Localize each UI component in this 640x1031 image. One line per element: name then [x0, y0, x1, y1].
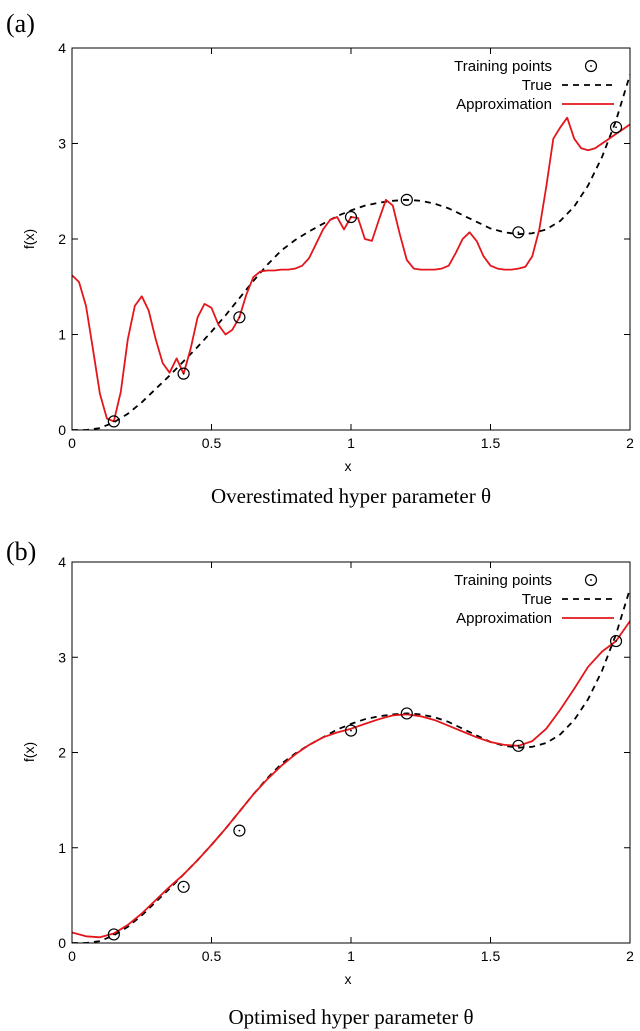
chart-panel-b: (b) 0 0.5 1 1.5 2 0 1 2 3 4 x f(x) Training points Tru… [6, 537, 634, 1029]
panel-label: (a) [6, 9, 35, 38]
training-point-dot [405, 198, 408, 201]
legend-label: True [522, 77, 552, 94]
training-point-marker [233, 311, 246, 324]
panel-caption: Overestimated hyper parameter θ [211, 484, 491, 508]
training-point-marker [512, 226, 525, 239]
legend-marker-training-dot [590, 65, 592, 67]
training-point-dot [350, 216, 352, 218]
y-tick-label: 1 [58, 327, 66, 343]
training-point-marker [344, 210, 358, 224]
y-tick-label: 0 [58, 935, 66, 951]
x-tick-label: 0 [68, 948, 76, 964]
training-point-marker [233, 824, 246, 837]
y-tick-label: 3 [58, 649, 66, 665]
training-point-marker [400, 707, 413, 720]
training-point-marker [344, 724, 358, 737]
training-point-dot [615, 126, 617, 129]
training-point-dot [405, 712, 408, 715]
x-tick-label: 1 [347, 948, 355, 964]
training-point-marker [177, 880, 190, 893]
x-tick-label: 0.5 [202, 948, 222, 964]
training-point-dot [182, 885, 185, 888]
training-point-marker [609, 121, 623, 134]
chart-panel-a: (a) 0 0.5 1 1.5 2 0 1 2 3 4 x f(x) Training points Tru… [6, 9, 634, 508]
approximation-line [72, 620, 630, 939]
legend-marker-training [584, 573, 598, 587]
y-tick-label: 3 [58, 136, 66, 152]
y-axis-label: f(x) [21, 742, 37, 762]
training-point-marker [177, 367, 190, 380]
y-tick-label: 0 [58, 422, 66, 438]
y-tick-label: 4 [58, 554, 66, 570]
x-axis-label: x [345, 971, 352, 987]
legend-label: True [522, 591, 552, 608]
training-point-dot [238, 316, 241, 319]
y-tick-label: 1 [58, 840, 66, 856]
training-point-dot [112, 420, 115, 423]
training-point-marker [400, 193, 413, 206]
true-function-line [72, 74, 630, 430]
y-tick-label: 2 [58, 231, 66, 247]
x-tick-label: 1 [347, 435, 355, 451]
y-tick-label: 4 [58, 40, 66, 56]
x-tick-label: 1.5 [481, 948, 501, 964]
x-tick-label: 0.5 [202, 435, 222, 451]
legend-marker-training [584, 59, 598, 73]
legend-label: Approximation [456, 610, 552, 627]
legend: Training points True Approximation [454, 58, 614, 113]
training-point-dot [182, 372, 185, 375]
x-tick-label: 2 [626, 948, 634, 964]
training-point-dot [238, 829, 241, 832]
x-axis-label: x [345, 458, 352, 474]
panel-caption: Optimised hyper parameter θ [228, 1005, 473, 1029]
legend-label: Training points [454, 58, 552, 75]
x-tick-label: 1.5 [481, 435, 501, 451]
true-function-line [72, 588, 630, 943]
training-point-dot [350, 729, 352, 732]
legend-marker-training-dot [590, 579, 592, 581]
legend: Training points True Approximation [454, 572, 614, 627]
training-point-marker [107, 928, 120, 941]
training-point-marker [609, 634, 623, 648]
approximation-line [72, 116, 630, 423]
x-tick-label: 2 [626, 435, 634, 451]
training-point-dot [615, 640, 617, 642]
training-point-marker [107, 415, 120, 428]
training-point-dot [517, 231, 520, 234]
training-point-dot [517, 744, 520, 747]
training-point-marker [512, 739, 525, 752]
training-point-dot [112, 933, 115, 936]
legend-label: Training points [454, 572, 552, 589]
x-tick-label: 0 [68, 435, 76, 451]
legend-label: Approximation [456, 96, 552, 113]
y-axis-label: f(x) [21, 229, 37, 249]
panel-label: (b) [6, 537, 36, 566]
y-tick-label: 2 [58, 745, 66, 761]
